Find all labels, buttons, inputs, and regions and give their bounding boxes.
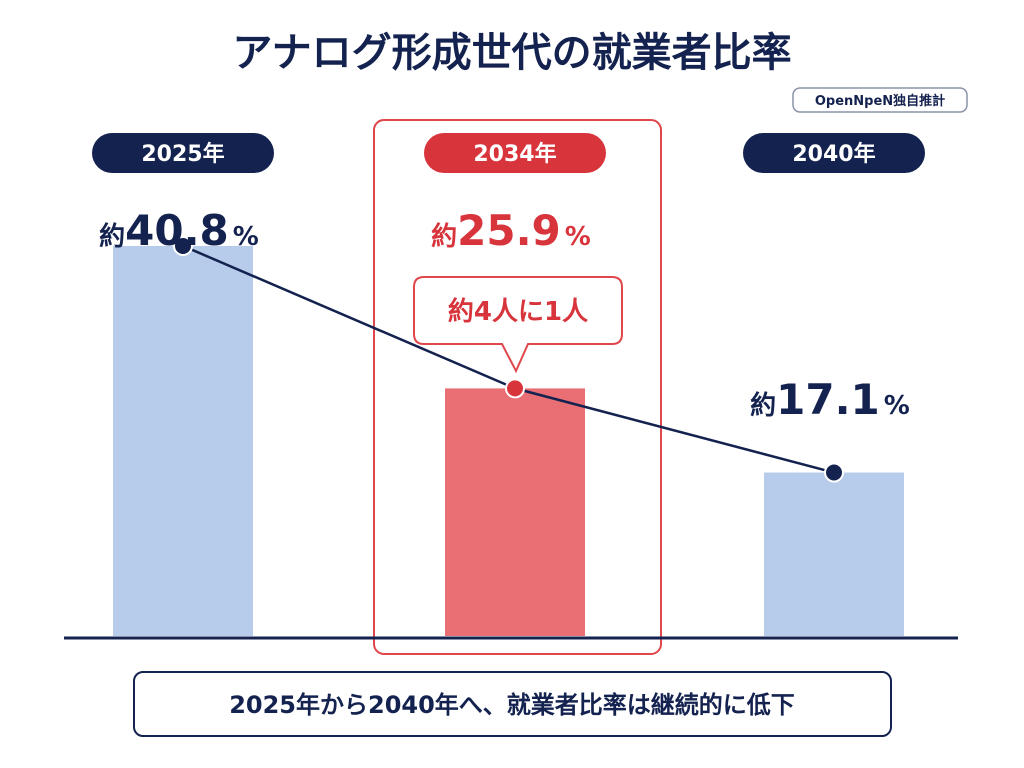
chart-title: アナログ形成世代の就業者比率 (232, 30, 791, 76)
markers (173, 235, 844, 483)
category-pill-3 (743, 133, 925, 173)
marker-1 (173, 235, 193, 256)
category-label-1: 2025年 (141, 141, 224, 167)
category-pills: 2025年 2034年 2040年 (92, 133, 925, 173)
value-label-2: 約25.9% (431, 206, 591, 255)
category-label-3: 2040年 (792, 141, 875, 167)
bar-2 (445, 388, 585, 636)
callout-bubble: 約4人に1人 (413, 276, 623, 374)
category-pill-2 (424, 133, 606, 173)
callout-shape (413, 276, 623, 374)
source-badge-frame (792, 87, 968, 113)
value-labels: 約40.8% 約25.9 % 約17.1% (99, 206, 910, 424)
source-text: OpenNpeN独自推計 (815, 93, 945, 109)
marker-3 (824, 462, 844, 483)
summary-frame (133, 671, 892, 737)
bar-3 (764, 472, 904, 636)
marker-2 (505, 378, 525, 399)
category-pill-1 (92, 133, 274, 173)
value-label-1: 約40.8% (99, 206, 259, 255)
highlight-frame (373, 119, 662, 655)
summary-text: 2025年から2040年へ、就業者比率は継続的に低下 (229, 691, 795, 719)
summary-box: 2025年から2040年へ、就業者比率は継続的に低下 (133, 671, 892, 737)
callout-text: 約4人に1人 (448, 296, 588, 327)
source-badge: OpenNpeN独自推計 (792, 87, 968, 113)
value-label-3: 約17.1% (750, 375, 910, 424)
category-label-2: 2034年 (473, 141, 556, 167)
bar-1 (113, 245, 253, 636)
bars (113, 245, 904, 636)
